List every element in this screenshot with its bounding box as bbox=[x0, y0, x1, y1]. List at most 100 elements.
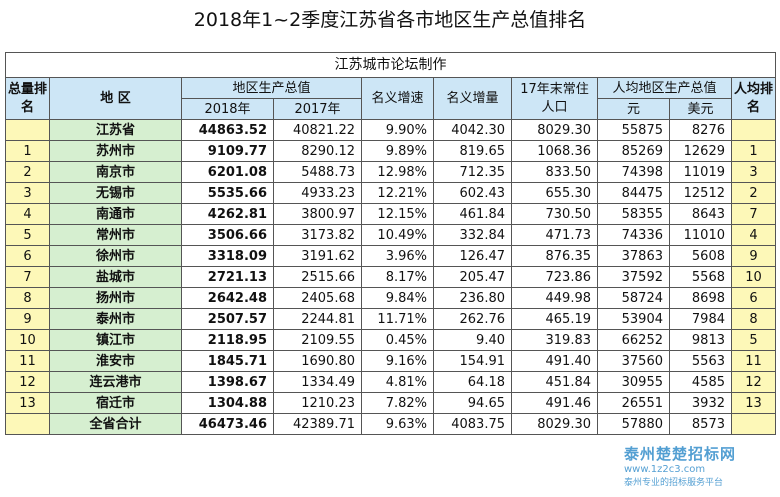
per-capita-yuan-cell: 66252 bbox=[597, 329, 670, 351]
page-title: 2018年1~2季度江苏省各市地区生产总值排名 bbox=[193, 9, 587, 31]
gdp-2017-cell: 2405.68 bbox=[273, 287, 362, 309]
growth-rate-cell: 9.63% bbox=[361, 413, 434, 435]
region-cell: 南京市 bbox=[49, 161, 182, 183]
per-capita-yuan-cell: 74336 bbox=[597, 224, 670, 246]
gdp-ranking-table: 江苏城市论坛制作 总量排名 地 区 地区生产总值 名义增速 名义增量 17年末常… bbox=[4, 52, 777, 435]
growth-rate-cell: 10.49% bbox=[361, 224, 434, 246]
per-capita-yuan-cell: 58724 bbox=[597, 287, 670, 309]
per-capita-rank-cell: 2 bbox=[730, 182, 777, 204]
per-capita-rank-cell: 6 bbox=[730, 287, 777, 309]
gdp-2018-cell: 9109.77 bbox=[181, 140, 274, 162]
population-cell: 449.98 bbox=[511, 287, 598, 309]
region-cell: 扬州市 bbox=[49, 287, 182, 309]
region-cell: 无锡市 bbox=[49, 182, 182, 204]
increase-cell: 332.84 bbox=[433, 224, 512, 246]
table-row: 9 泰州市 2507.57 2244.81 11.71% 262.76 465.19 5390… bbox=[5, 308, 777, 330]
per-capita-rank-cell: 10 bbox=[730, 266, 777, 288]
growth-rate-cell: 9.84% bbox=[361, 287, 434, 309]
gdp-2018-cell: 3318.09 bbox=[181, 245, 274, 267]
growth-rate-cell: 12.21% bbox=[361, 182, 434, 204]
per-capita-usd-cell: 9813 bbox=[669, 329, 732, 351]
table-body: 江苏省 44863.52 40821.22 9.90% 4042.30 8029.30 55… bbox=[5, 119, 777, 435]
table-row: 5 常州市 3506.66 3173.82 10.49% 332.84 471.73 7433… bbox=[5, 224, 777, 246]
increase-cell: 236.80 bbox=[433, 287, 512, 309]
table-row: 7 盐城市 2721.13 2515.66 8.17% 205.47 723.86 37592… bbox=[5, 266, 777, 288]
gdp-2017-cell: 1334.49 bbox=[273, 371, 362, 393]
region-cell: 苏州市 bbox=[49, 140, 182, 162]
gdp-2017-cell: 4933.23 bbox=[273, 182, 362, 204]
population-cell: 833.50 bbox=[511, 161, 598, 183]
rank-cell: 6 bbox=[5, 245, 50, 267]
header-region: 地 区 bbox=[49, 77, 182, 120]
per-capita-rank-cell: 12 bbox=[730, 371, 777, 393]
per-capita-usd-cell: 8698 bbox=[669, 287, 732, 309]
rank-cell bbox=[5, 413, 50, 435]
gdp-2018-cell: 2642.48 bbox=[181, 287, 274, 309]
rank-cell: 11 bbox=[5, 350, 50, 372]
rank-cell: 3 bbox=[5, 182, 50, 204]
growth-rate-cell: 9.90% bbox=[361, 119, 434, 141]
increase-cell: 712.35 bbox=[433, 161, 512, 183]
population-cell: 465.19 bbox=[511, 308, 598, 330]
per-capita-yuan-cell: 85269 bbox=[597, 140, 670, 162]
region-cell: 江苏省 bbox=[49, 119, 182, 141]
header-nominal-growth-rate: 名义增速 bbox=[361, 77, 434, 120]
growth-rate-cell: 12.98% bbox=[361, 161, 434, 183]
gdp-2018-cell: 1304.88 bbox=[181, 392, 274, 414]
per-capita-yuan-cell: 26551 bbox=[597, 392, 670, 414]
rank-cell: 8 bbox=[5, 287, 50, 309]
population-cell: 723.86 bbox=[511, 266, 598, 288]
table-row: 3 无锡市 5535.66 4933.23 12.21% 602.43 655.30 8447… bbox=[5, 182, 777, 204]
rank-cell: 9 bbox=[5, 308, 50, 330]
table-row: 1 苏州市 9109.77 8290.12 9.89% 819.65 1068.36 8526… bbox=[5, 140, 777, 162]
region-cell: 全省合计 bbox=[49, 413, 182, 435]
growth-rate-cell: 11.71% bbox=[361, 308, 434, 330]
gdp-2017-cell: 3191.62 bbox=[273, 245, 362, 267]
per-capita-rank-cell: 13 bbox=[730, 392, 777, 414]
growth-rate-cell: 0.45% bbox=[361, 329, 434, 351]
table-row: 8 扬州市 2642.48 2405.68 9.84% 236.80 449.98 58724… bbox=[5, 287, 777, 309]
gdp-2017-cell: 40821.22 bbox=[273, 119, 362, 141]
region-cell: 南通市 bbox=[49, 203, 182, 225]
rank-cell bbox=[5, 119, 50, 141]
watermark: 泰州楚楚招标网 www.1z2c3.com 泰州专业的招标服务平台 bbox=[624, 443, 774, 495]
per-capita-rank-cell: 5 bbox=[730, 329, 777, 351]
gdp-2018-cell: 2118.95 bbox=[181, 329, 274, 351]
table-row: 2 南京市 6201.08 5488.73 12.98% 712.35 833.50 7439… bbox=[5, 161, 777, 183]
population-cell: 8029.30 bbox=[511, 119, 598, 141]
gdp-2017-cell: 2109.55 bbox=[273, 329, 362, 351]
per-capita-usd-cell: 12512 bbox=[669, 182, 732, 204]
per-capita-yuan-cell: 57880 bbox=[597, 413, 670, 435]
per-capita-rank-cell: 3 bbox=[730, 161, 777, 183]
population-cell: 451.84 bbox=[511, 371, 598, 393]
rank-cell: 7 bbox=[5, 266, 50, 288]
region-cell: 淮安市 bbox=[49, 350, 182, 372]
table-row: 10 镇江市 2118.95 2109.55 0.45% 9.40 319.83 66252 9… bbox=[5, 329, 777, 351]
rank-cell: 1 bbox=[5, 140, 50, 162]
gdp-2018-cell: 44863.52 bbox=[181, 119, 274, 141]
region-cell: 常州市 bbox=[49, 224, 182, 246]
per-capita-rank-cell: 4 bbox=[730, 224, 777, 246]
population-cell: 8029.30 bbox=[511, 413, 598, 435]
gdp-2017-cell: 1210.23 bbox=[273, 392, 362, 414]
per-capita-rank-cell: 11 bbox=[730, 350, 777, 372]
per-capita-yuan-cell: 37592 bbox=[597, 266, 670, 288]
increase-cell: 205.47 bbox=[433, 266, 512, 288]
watermark-name: 泰州楚楚招标网 bbox=[624, 445, 737, 463]
growth-rate-cell: 4.81% bbox=[361, 371, 434, 393]
table-row: 13 宿迁市 1304.88 1210.23 7.82% 94.65 491.46 26551… bbox=[5, 392, 777, 414]
increase-cell: 262.76 bbox=[433, 308, 512, 330]
per-capita-rank-cell: 9 bbox=[730, 245, 777, 267]
gdp-2017-cell: 3173.82 bbox=[273, 224, 362, 246]
per-capita-usd-cell: 11010 bbox=[669, 224, 732, 246]
table-row: 11 淮安市 1845.71 1690.80 9.16% 154.91 491.40 3756… bbox=[5, 350, 777, 372]
per-capita-usd-cell: 8276 bbox=[669, 119, 732, 141]
per-capita-usd-cell: 8573 bbox=[669, 413, 732, 435]
region-cell: 徐州市 bbox=[49, 245, 182, 267]
per-capita-usd-cell: 5608 bbox=[669, 245, 732, 267]
population-cell: 491.46 bbox=[511, 392, 598, 414]
table-row: 江苏省 44863.52 40821.22 9.90% 4042.30 8029.30 55… bbox=[5, 119, 777, 141]
population-cell: 491.40 bbox=[511, 350, 598, 372]
table-row: 12 连云港市 1398.67 1334.49 4.81% 64.18 451.84 3095… bbox=[5, 371, 777, 393]
gdp-2018-cell: 2721.13 bbox=[181, 266, 274, 288]
